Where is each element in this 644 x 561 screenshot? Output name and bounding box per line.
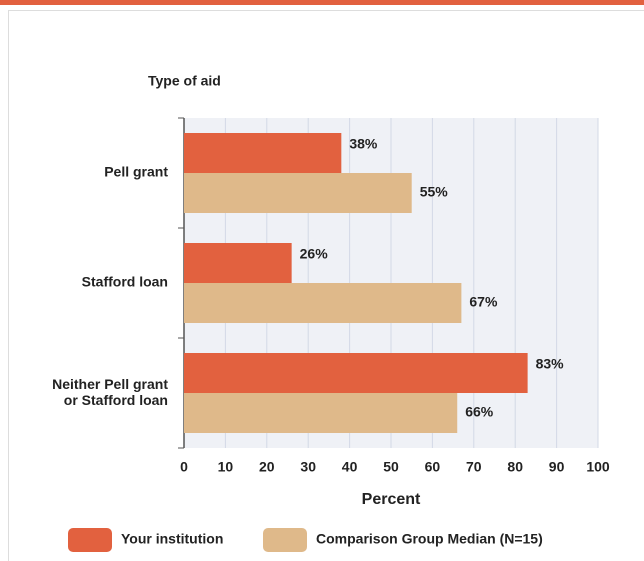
- bar: [184, 353, 528, 393]
- x-tick-label: 10: [218, 459, 234, 475]
- x-axis-title: Percent: [362, 491, 421, 508]
- y-tick-label: Pell grant: [104, 164, 168, 180]
- x-tick-label: 30: [300, 459, 316, 475]
- value-label: 66%: [465, 404, 494, 420]
- x-tick-label: 50: [383, 459, 399, 475]
- legend-swatch: [68, 528, 112, 552]
- bar: [184, 283, 462, 323]
- y-axis-title: Type of aid: [148, 73, 221, 89]
- bar: [184, 393, 458, 433]
- frame: [8, 10, 644, 561]
- value-label: 83%: [536, 356, 565, 372]
- value-label: 38%: [349, 136, 378, 152]
- legend-label: Comparison Group Median (N=15): [316, 531, 543, 547]
- x-tick-label: 40: [342, 459, 358, 475]
- x-tick-label: 80: [507, 459, 523, 475]
- value-label: 55%: [420, 184, 449, 200]
- value-label: 26%: [300, 246, 329, 262]
- bar: [184, 133, 342, 173]
- value-label: 67%: [469, 294, 498, 310]
- top-band: [0, 0, 644, 5]
- x-tick-label: 20: [259, 459, 275, 475]
- x-tick-label: 70: [466, 459, 482, 475]
- x-tick-label: 60: [425, 459, 441, 475]
- y-tick-label: Stafford loan: [82, 274, 168, 290]
- legend-label: Your institution: [121, 531, 223, 547]
- bar: [184, 243, 292, 283]
- x-tick-label: 0: [180, 459, 188, 475]
- bar: [184, 173, 412, 213]
- x-tick-label: 100: [586, 459, 610, 475]
- legend-swatch: [263, 528, 307, 552]
- x-tick-label: 90: [549, 459, 565, 475]
- y-tick-label: Neither Pell grant or Stafford loan: [52, 376, 168, 408]
